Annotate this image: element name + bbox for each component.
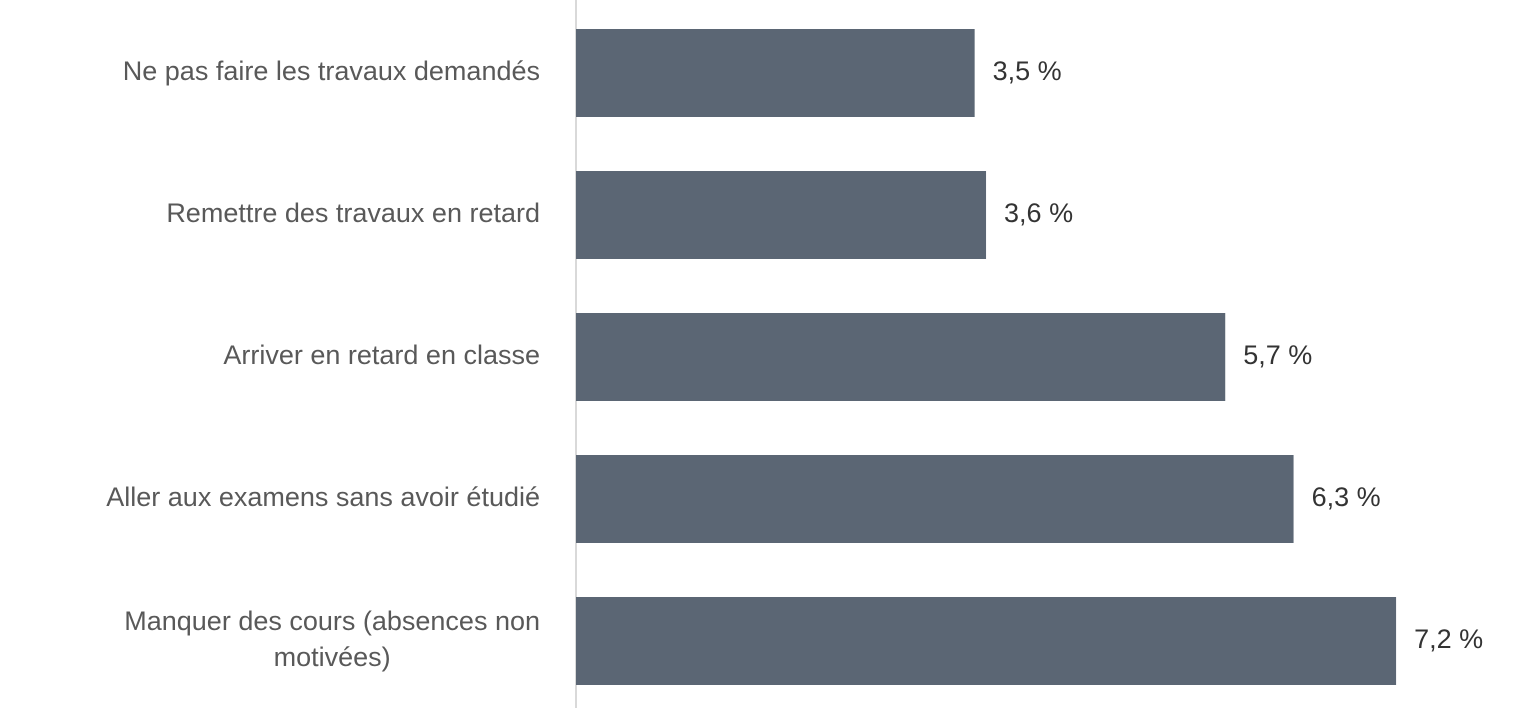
category-label: Remettre des travaux en retard [166,198,540,228]
value-label: 3,6 % [1004,198,1073,228]
category-label: Aller aux examens sans avoir étudié [106,482,540,512]
category-label: Manquer des cours (absences non motivées) [124,606,540,672]
bar [576,29,975,117]
value-label: 7,2 % [1414,624,1483,654]
value-label: 6,3 % [1312,482,1381,512]
bar [576,455,1294,543]
category-label: Arriver en retard en classe [223,340,540,370]
bar [576,171,987,259]
bar [576,313,1226,401]
bar [576,597,1397,685]
value-label: 3,5 % [993,56,1062,86]
value-label: 5,7 % [1243,340,1312,370]
category-label: Ne pas faire les travaux demandés [123,56,540,86]
